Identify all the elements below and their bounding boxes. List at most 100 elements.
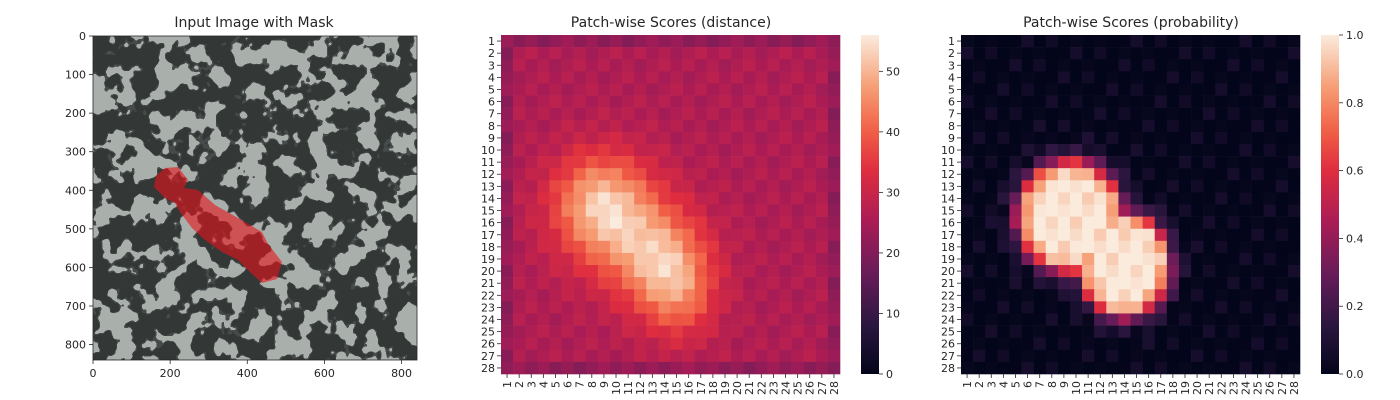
heatmap-cell	[549, 349, 562, 363]
heatmap-cell	[634, 204, 647, 217]
heatmap-cell	[1106, 107, 1119, 121]
heatmap-cell	[1045, 265, 1059, 278]
heatmap-cell	[985, 168, 998, 181]
heatmap-cell	[634, 59, 647, 72]
heatmap-cell	[1227, 35, 1240, 48]
heatmap-cell	[1057, 107, 1071, 121]
x-tick-label: 4	[537, 381, 550, 388]
x-tick-label: 17	[1155, 381, 1168, 395]
heatmap-cell	[1118, 240, 1131, 254]
x-tick-label: 7	[574, 381, 587, 388]
heatmap-cell	[1275, 180, 1289, 193]
heatmap-cell	[1203, 83, 1216, 96]
heatmap-cell	[718, 337, 732, 351]
heatmap-cell	[1263, 289, 1277, 302]
heatmap-cell	[1203, 252, 1216, 266]
heatmap-cell	[1045, 349, 1059, 363]
heatmap-cell	[501, 240, 514, 254]
heatmap-cell	[573, 301, 587, 314]
heatmap-cell	[1215, 47, 1228, 60]
heatmap-cell	[731, 325, 744, 338]
heatmap-cell	[815, 192, 829, 205]
heatmap-cell	[973, 35, 986, 48]
heatmap-cell	[646, 47, 659, 60]
heatmap-cell	[1215, 168, 1228, 181]
heatmap-cell	[1106, 95, 1119, 108]
heatmap-cell	[561, 168, 574, 181]
heatmap-cell	[1045, 180, 1059, 193]
heatmap-cell	[1215, 313, 1228, 326]
heatmap-cell	[1178, 192, 1192, 205]
heatmap-cell	[658, 95, 671, 108]
heatmap-cell	[1082, 216, 1095, 230]
heatmap-cell	[573, 131, 587, 145]
y-tick-label: 3	[488, 59, 495, 72]
heatmap-cell	[1057, 216, 1071, 230]
heatmap-cell	[827, 83, 841, 96]
heatmap-cell	[609, 168, 623, 181]
y-tick-label: 15	[481, 205, 495, 218]
heatmap-cell	[1191, 301, 1204, 314]
heatmap-cell	[670, 35, 683, 48]
x-tick-label: 15	[671, 381, 684, 395]
heatmap-cell	[985, 240, 998, 254]
heatmap-cell	[718, 349, 732, 363]
heatmap-cell	[682, 131, 696, 145]
heatmap-cell	[1287, 361, 1301, 375]
heatmap-cell	[1154, 143, 1168, 157]
heatmap-cell	[779, 265, 792, 278]
heatmap-cell	[985, 47, 998, 60]
heatmap-cell	[1239, 349, 1252, 363]
heatmap-cell	[1069, 204, 1083, 217]
heatmap-cell	[1275, 361, 1289, 375]
heatmap-cell	[1057, 119, 1071, 133]
heatmap-cell	[815, 204, 829, 217]
heatmap-cell	[1215, 337, 1228, 351]
heatmap-cell	[537, 168, 550, 181]
heatmap-cell	[622, 240, 635, 254]
heatmap-cell	[1154, 59, 1168, 72]
heatmap-cell	[670, 204, 683, 217]
heatmap-cell	[1178, 313, 1192, 326]
heatmap-cell	[694, 265, 708, 278]
heatmap-cell	[755, 35, 768, 48]
heatmap-cell	[537, 119, 550, 133]
heatmap-cell	[597, 180, 611, 193]
heatmap-cell	[1009, 95, 1022, 108]
heatmap-cell	[1142, 131, 1156, 145]
y-tick-label: 21	[481, 277, 495, 290]
heatmap-cell	[1251, 143, 1264, 157]
heatmap-cell	[1191, 180, 1204, 193]
heatmap-cell	[658, 119, 671, 133]
heatmap-cell	[815, 228, 829, 242]
heatmap-cell	[1178, 325, 1192, 338]
heatmap-cell	[561, 204, 574, 217]
heatmap-cell	[731, 192, 744, 205]
heatmap-cell	[706, 289, 720, 302]
heatmap-cell	[1227, 252, 1240, 266]
heatmap-cell	[1142, 337, 1156, 351]
heatmap-cell	[718, 47, 732, 60]
heatmap-cell	[622, 168, 635, 181]
heatmap-cell	[561, 192, 574, 205]
heatmap-cell	[706, 240, 720, 254]
heatmap-cell	[658, 107, 671, 121]
heatmap-cell	[1251, 47, 1264, 60]
panel1-title: Input Image with Mask	[174, 15, 334, 31]
heatmap-cell	[537, 204, 550, 217]
heatmap-cell	[501, 265, 514, 278]
y-tick-label: 23	[941, 301, 955, 314]
heatmap-cell	[1130, 95, 1143, 108]
heatmap-cell	[1130, 204, 1143, 217]
heatmap-cell	[997, 35, 1010, 48]
heatmap-cell	[682, 240, 696, 254]
heatmap-cell	[767, 289, 780, 302]
heatmap-cell	[1130, 107, 1143, 121]
heatmap-cell	[743, 361, 756, 375]
heatmap-cell	[622, 95, 635, 108]
x-tick-label: 22	[755, 381, 768, 395]
heatmap-cell	[1178, 83, 1192, 96]
heatmap-cell	[815, 47, 829, 60]
heatmap-cell	[1239, 252, 1252, 266]
heatmap-cell	[1082, 204, 1095, 217]
